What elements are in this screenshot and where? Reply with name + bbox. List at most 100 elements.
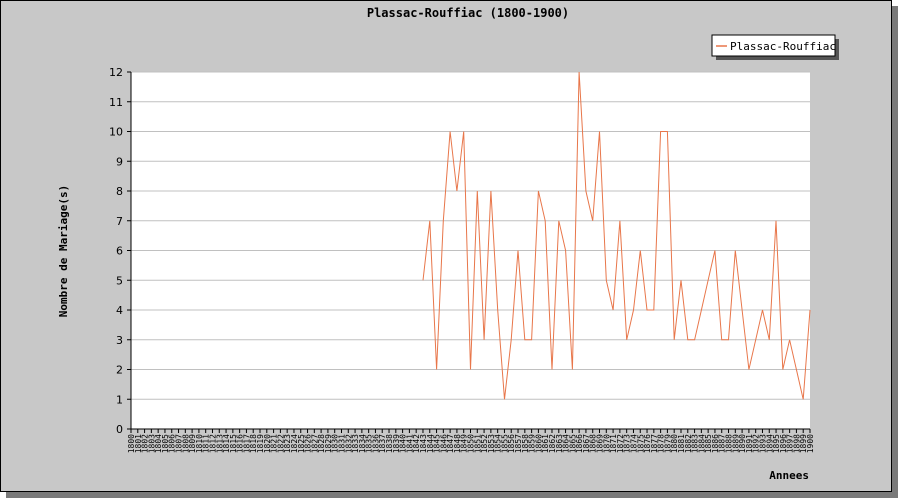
- x-tick-label: 1894: [765, 434, 774, 453]
- x-tick-label: 1860: [534, 434, 543, 453]
- x-tick-label: 1867: [582, 434, 591, 453]
- x-tick-label: 1900: [806, 434, 815, 453]
- x-tick-label: 1863: [555, 434, 564, 453]
- x-tick-label: 1857: [514, 434, 523, 453]
- x-tick-label: 1837: [378, 434, 387, 453]
- x-tick-label: 1827: [310, 434, 319, 453]
- y-tick-label: 11: [109, 96, 123, 109]
- x-tick-label: 1873: [623, 434, 632, 453]
- x-tick-label: 1898: [792, 434, 801, 453]
- x-tick-label: 1869: [596, 434, 605, 453]
- x-tick-label: 1828: [317, 434, 326, 453]
- frame-shadow-right: [892, 6, 898, 498]
- x-tick-label: 1801: [134, 434, 143, 453]
- x-tick-label: 1814: [222, 434, 231, 453]
- x-tick-label: 1886: [711, 434, 720, 453]
- legend-box: [711, 34, 836, 57]
- x-tick-label: 1824: [290, 434, 299, 453]
- x-tick-label: 1893: [758, 434, 767, 453]
- x-tick-label: 1871: [609, 434, 618, 453]
- x-tick-label: 1831: [337, 434, 346, 453]
- x-tick-label: 1892: [752, 434, 761, 453]
- x-tick-label: 1806: [168, 434, 177, 453]
- y-tick-label: 3: [116, 334, 123, 347]
- x-tick-label: 1878: [657, 434, 666, 453]
- x-tick-label: 1865: [568, 434, 577, 453]
- x-tick-label: 1843: [419, 434, 428, 453]
- x-tick-label: 1841: [405, 434, 414, 453]
- x-tick-label: 1811: [202, 434, 211, 453]
- y-tick-label: 5: [116, 274, 123, 287]
- x-tick-label: 1820: [263, 434, 272, 453]
- x-tick-label: 1800: [127, 434, 136, 453]
- x-tick-label: 1842: [412, 434, 421, 453]
- x-tick-label: 1819: [256, 434, 265, 453]
- series-line-plassac-rouffiac: [422, 71, 811, 400]
- x-tick-label: 1882: [684, 434, 693, 453]
- x-tick-label: 1855: [500, 434, 509, 453]
- x-tick-label: 1830: [331, 434, 340, 453]
- x-tick-label: 1818: [249, 434, 258, 453]
- x-tick-label: 1832: [344, 434, 353, 453]
- x-tick-label: 1853: [487, 434, 496, 453]
- x-tick-label: 1888: [725, 434, 734, 453]
- x-tick-label: 1839: [392, 434, 401, 453]
- x-tick-label: 1851: [473, 434, 482, 453]
- chart-title: Plassac-Rouffiac (1800-1900): [367, 6, 569, 20]
- x-tick-label: 1864: [562, 434, 571, 453]
- x-tick-label: 1875: [636, 434, 645, 453]
- x-tick-label: 1804: [154, 434, 163, 453]
- x-tick-label: 1829: [324, 434, 333, 453]
- x-tick-label: 1876: [643, 434, 652, 453]
- x-tick-label: 1895: [772, 434, 781, 453]
- x-tick-label: 1887: [718, 434, 727, 453]
- x-tick-label: 1877: [650, 434, 659, 453]
- y-tick-label: 9: [116, 155, 123, 168]
- x-tick-label: 1845: [433, 434, 442, 453]
- x-tick-label: 1896: [779, 434, 788, 453]
- x-axis-label: Annees: [769, 469, 809, 482]
- x-tick-label: 1848: [453, 434, 462, 453]
- x-tick-label: 1866: [575, 434, 584, 453]
- x-tick-label: 1838: [385, 434, 394, 453]
- x-tick-label: 1825: [297, 434, 306, 453]
- x-tick-label: 1899: [799, 434, 808, 453]
- x-tick-label: 1897: [786, 434, 795, 453]
- x-tick-label: 1880: [670, 434, 679, 453]
- x-tick-label: 1885: [704, 434, 713, 453]
- x-tick-label: 1840: [399, 434, 408, 453]
- x-tick-label: 1807: [175, 434, 184, 453]
- x-tick-label: 1823: [283, 434, 292, 453]
- x-tick-label: 1861: [541, 434, 550, 453]
- x-tick-label: 1826: [304, 434, 313, 453]
- x-tick-label: 1849: [460, 434, 469, 453]
- x-tick-label: 1868: [589, 434, 598, 453]
- y-tick-label: 8: [116, 185, 123, 198]
- x-tick-label: 1883: [691, 434, 700, 453]
- x-tick-label: 1803: [147, 434, 156, 453]
- x-tick-label: 1846: [439, 434, 448, 453]
- x-tick-label: 1833: [351, 434, 360, 453]
- x-tick-label: 1815: [229, 434, 238, 453]
- x-tick-label: 1852: [480, 434, 489, 453]
- x-tick-label: 1850: [467, 434, 476, 453]
- x-tick-label: 1817: [242, 434, 251, 453]
- x-tick-label: 1802: [141, 434, 150, 453]
- x-tick-label: 1847: [446, 434, 455, 453]
- x-tick-label: 1890: [738, 434, 747, 453]
- x-tick-label: 1821: [270, 434, 279, 453]
- legend-label: Plassac-Rouffiac: [730, 40, 836, 53]
- x-tick-label: 1854: [494, 434, 503, 453]
- x-tick-label: 1891: [745, 434, 754, 453]
- x-tick-label: 1884: [697, 434, 706, 453]
- x-tick-label: 1844: [426, 434, 435, 453]
- grid-lines: [131, 71, 810, 400]
- x-tick-label: 1879: [663, 434, 672, 453]
- x-tick-label: 1836: [371, 434, 380, 453]
- legend: Plassac-Rouffiac: [711, 34, 839, 60]
- y-tick-label: 6: [116, 245, 123, 258]
- y-tick-label: 0: [116, 423, 123, 436]
- y-tick-label: 1: [116, 393, 123, 406]
